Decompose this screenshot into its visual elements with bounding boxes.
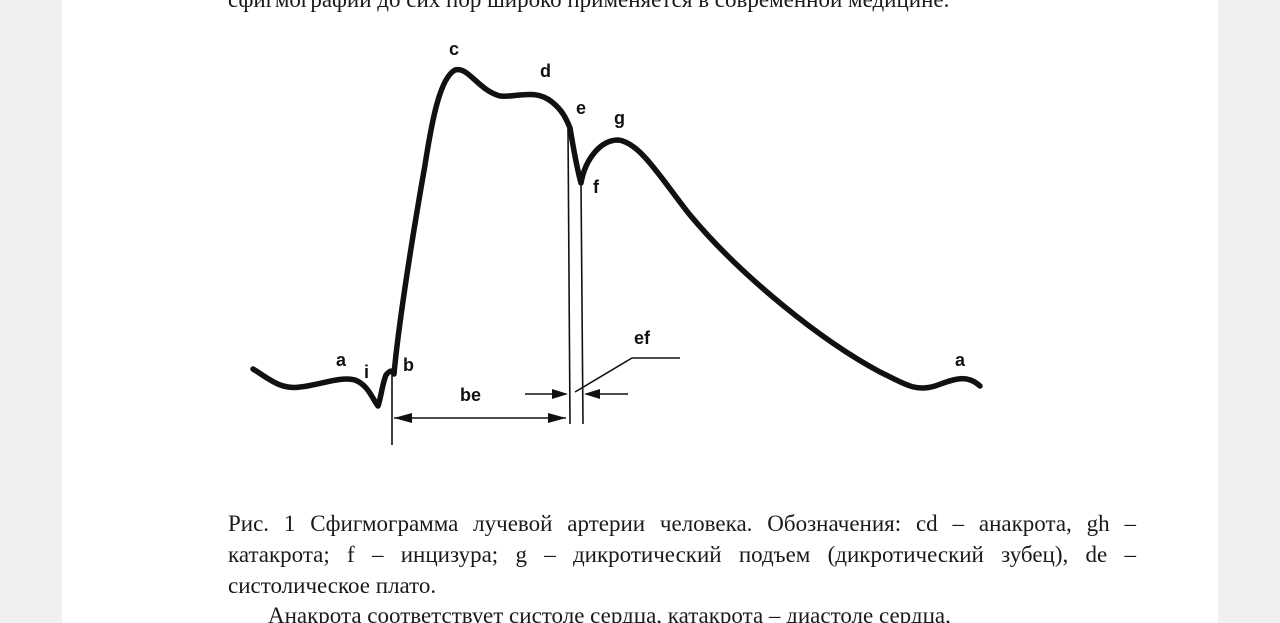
pulse-wave-curve (250, 66, 983, 409)
marker-line-f (580, 182, 584, 425)
be-arrowhead-right (548, 413, 566, 423)
ef-arrowhead-left (552, 389, 568, 399)
ef-leader-line (574, 357, 680, 393)
label-b: b (403, 355, 414, 375)
label-c: c (449, 39, 459, 59)
label-a-right: a (955, 350, 966, 370)
be-arrowhead-left (394, 413, 412, 423)
label-a-left: a (336, 350, 347, 370)
next-paragraph: Анакрота соответствует систоле сердца, к… (268, 603, 951, 623)
figure-caption: Рис. 1 Сфигмограмма лучевой артерии чело… (228, 511, 1136, 598)
label-g: g (614, 108, 625, 128)
label-d: d (540, 61, 551, 81)
top-text-line: сфигмографии до сих пор широко применяет… (228, 0, 1168, 14)
label-i: i (364, 362, 369, 382)
ef-arrowhead-right (584, 389, 600, 399)
label-ef: ef (634, 328, 651, 348)
label-be: be (460, 385, 481, 405)
marker-line-e (567, 127, 571, 425)
document-page: сфигмографии до сих пор широко применяет… (62, 0, 1218, 623)
label-f: f (593, 177, 600, 197)
sphygmogram-figure: a i b c d e f g a be ef (250, 39, 983, 445)
label-e: e (576, 98, 586, 118)
